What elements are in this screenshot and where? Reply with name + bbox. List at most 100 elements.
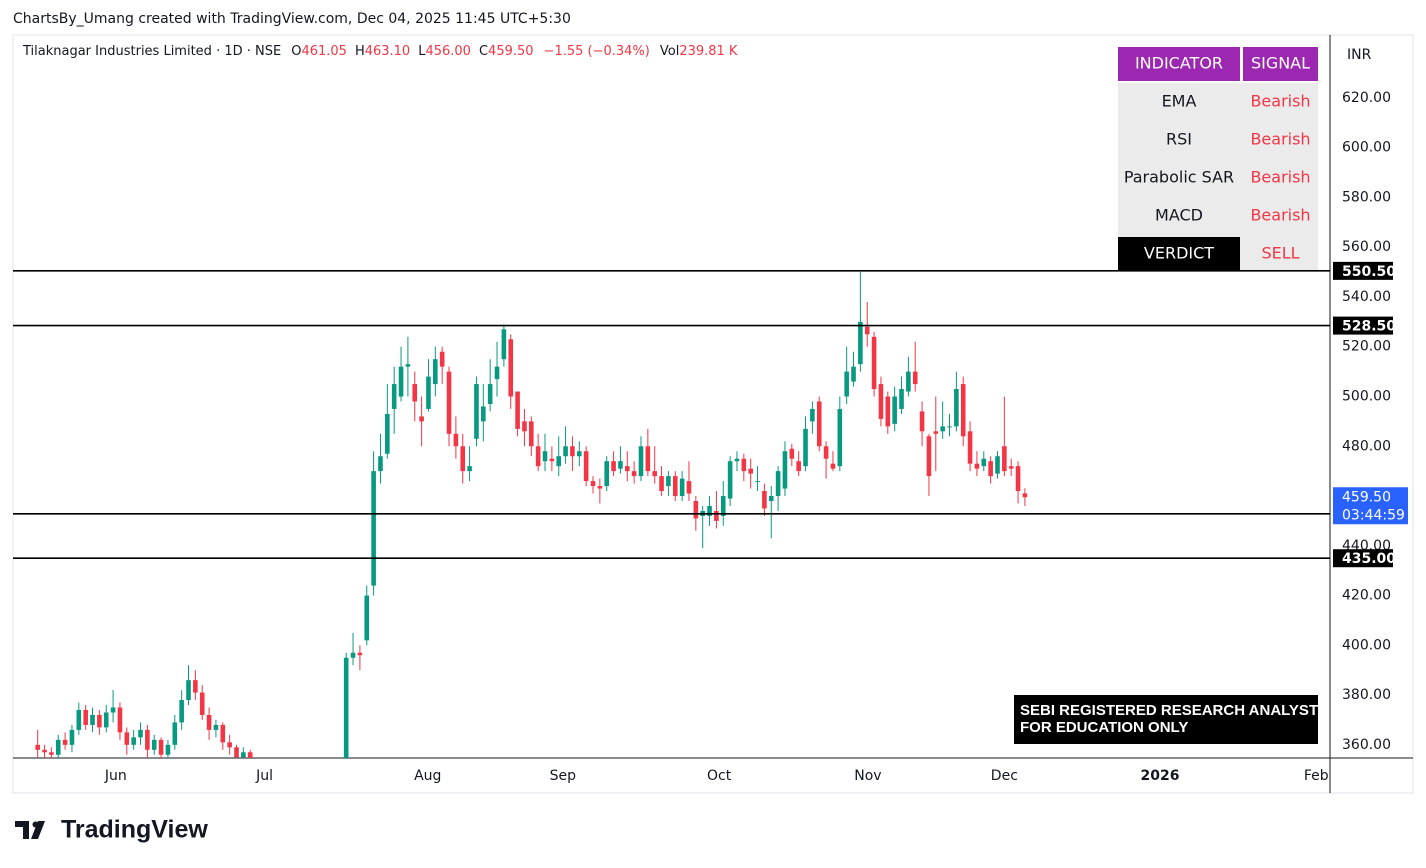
candle-body (597, 486, 603, 489)
verdict-value: SELL (1261, 244, 1299, 263)
candle-body (42, 749, 47, 753)
candle-body (638, 446, 644, 477)
x-tick-label: Dec (991, 768, 1018, 784)
candle-body (378, 456, 383, 472)
x-tick-label: Jul (255, 768, 273, 784)
candle-body (186, 680, 191, 701)
x-tick-label: Sep (550, 768, 577, 784)
candle-body (583, 451, 589, 482)
candle-body (906, 371, 911, 392)
candle-body (803, 428, 808, 467)
candle-body (618, 461, 623, 469)
candle-body (494, 366, 500, 380)
y-tick-label: 560.00 (1342, 239, 1391, 255)
countdown: 03:44:59 (1342, 507, 1405, 523)
y-tick-label: 500.00 (1342, 389, 1391, 405)
candle-body (391, 384, 397, 409)
table-header-cell (1243, 47, 1318, 81)
candle-body (426, 376, 431, 409)
candle-body (385, 413, 390, 454)
symbol: Tilaknagar Industries Limited · 1D · NSE (23, 44, 282, 59)
candle-body (76, 709, 82, 730)
level-label-box (1333, 316, 1393, 335)
x-tick-label: Jun (104, 768, 127, 784)
candle-body (1008, 466, 1014, 469)
candle-body (439, 351, 445, 367)
indicator-name: Parabolic SAR (1124, 168, 1234, 187)
candle-body (714, 510, 719, 521)
x-tick-label: Aug (414, 768, 441, 784)
x-tick-label: 2026 (1140, 768, 1179, 784)
candle-body (981, 458, 987, 467)
level-label: 550.50 (1342, 264, 1396, 280)
last-price-label: 459.50 (1342, 489, 1391, 505)
candle-body (371, 471, 376, 586)
candle-body (213, 724, 219, 730)
candle-body (844, 371, 849, 397)
candle-body (885, 396, 891, 427)
y-tick-label: 520.00 (1342, 339, 1391, 355)
candle-body (659, 476, 664, 492)
candle-body (748, 468, 753, 474)
plot-area (35, 272, 1028, 758)
candle-body (158, 739, 164, 755)
candle-body (481, 406, 486, 422)
candle-body (919, 411, 925, 432)
candle-body (501, 329, 507, 360)
disclaimer-line: FOR EDUCATION ONLY (1020, 719, 1188, 736)
candle-body (1022, 493, 1028, 498)
candle-body (789, 448, 795, 459)
candle-body (433, 359, 438, 385)
candle-body (940, 426, 945, 432)
ohlc-item: C459.50 (479, 44, 534, 59)
candle-body (762, 491, 767, 509)
candle-body (830, 463, 836, 469)
candle-body (707, 505, 712, 516)
candle-body (631, 471, 637, 477)
indicator-signal: Bearish (1250, 92, 1310, 111)
level-label-box (1333, 261, 1393, 280)
y-tick-label: 600.00 (1342, 140, 1391, 156)
candle-body (810, 408, 815, 422)
candle-body (933, 431, 939, 434)
candle-body (364, 595, 370, 641)
candle-body (556, 456, 562, 467)
candle-body (97, 714, 102, 728)
candle-body (515, 391, 520, 429)
logo-icon (15, 821, 45, 839)
candle-body (974, 463, 980, 469)
candle-body (467, 466, 472, 472)
candle-body (755, 481, 760, 483)
candle-body (357, 652, 363, 656)
ohlc-key: L (418, 44, 426, 59)
disclaimer-box (1014, 695, 1318, 744)
candle-body (823, 446, 829, 459)
candle-body (234, 747, 239, 758)
candle-body (528, 421, 534, 447)
volume: Vol239.81 K (660, 44, 738, 59)
candle-body (193, 680, 198, 693)
candle-body (892, 396, 897, 424)
candle-body (145, 729, 150, 750)
y-tick-label: 380.00 (1342, 687, 1391, 703)
candle-body (220, 724, 226, 743)
candle-body (960, 384, 966, 437)
candle-body (734, 458, 740, 462)
candle-body (103, 712, 109, 728)
candle-body (775, 471, 781, 497)
candle-body (487, 384, 493, 404)
level-label: 528.50 (1342, 319, 1396, 335)
candle-body (782, 451, 788, 489)
candle-body (62, 739, 68, 745)
change: −1.55 (−0.34%) (543, 44, 650, 59)
disclaimer-line: SEBI REGISTERED RESEARCH ANALYST (1020, 702, 1318, 719)
candle-body (151, 739, 157, 750)
level-label-box (1333, 549, 1393, 568)
y-tick-label: 580.00 (1342, 189, 1391, 205)
candle-body (624, 466, 630, 472)
candle-body (727, 461, 733, 499)
candle-body (954, 389, 959, 427)
candle-body (1002, 446, 1007, 472)
indicator-signal: Bearish (1250, 168, 1310, 187)
